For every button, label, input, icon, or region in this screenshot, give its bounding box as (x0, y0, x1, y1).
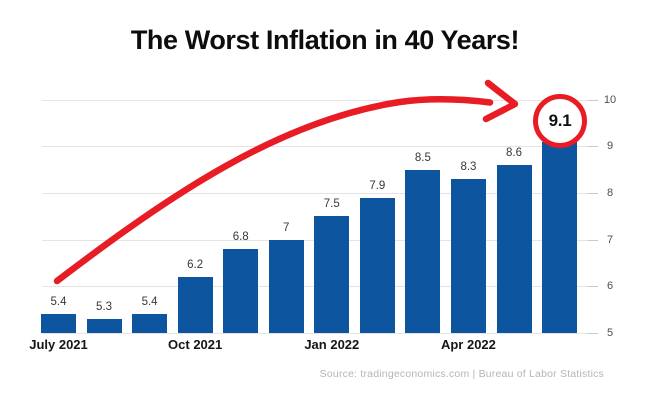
bar-month-2 (86, 319, 122, 333)
bar-month-11 (496, 165, 532, 333)
x-axis-label: July 2021 (29, 337, 88, 352)
bar-value-label: 8.6 (506, 147, 522, 160)
bar-month-6 (268, 239, 304, 333)
bar-Apr 2022 (450, 179, 486, 333)
bar-month-9 (405, 169, 441, 333)
y-axis-label-7: 7 (606, 233, 614, 246)
bar-value-label: 7 (283, 221, 290, 234)
bar-Jan 2022 (314, 216, 350, 333)
bar-value-label: 7.9 (369, 179, 386, 192)
bar-value-label: 8.5 (414, 151, 431, 164)
axis-tick-y8 (588, 193, 598, 195)
highlight-circle: 9.1 (533, 94, 587, 148)
x-axis-label: Oct 2021 (168, 337, 223, 352)
y-axis-label-5: 5 (606, 327, 614, 339)
bar-value-label: 7.5 (323, 198, 340, 211)
axis-tick-y10 (588, 99, 598, 101)
bar-month-3 (132, 314, 168, 333)
bar-value-label: 6.8 (232, 231, 249, 243)
y-axis-label-6: 6 (606, 280, 614, 293)
bar-Oct 2021 (177, 277, 213, 333)
bar-value-label: 5.3 (96, 301, 113, 313)
x-axis-label: Jan 2022 (304, 337, 360, 352)
page-title: The Worst Inflation in 40 Years! (130, 25, 520, 55)
highlight-value: 9.1 (548, 111, 572, 130)
bar-value-label: 8.3 (460, 161, 477, 174)
bar-July 2021 (41, 314, 76, 333)
axis-tick-y7 (588, 239, 598, 241)
axis-tick-y9 (588, 146, 598, 148)
bar-value-label: 5.4 (141, 296, 158, 309)
x-axis-label: Apr 2022 (440, 337, 496, 352)
source-attribution: Source: tradingeconomics.com | Bureau of… (319, 368, 604, 380)
gridline-y10 (42, 99, 598, 101)
bar-month-8 (359, 197, 395, 333)
axis-tick-y5 (588, 333, 598, 334)
y-axis-label-9: 9 (606, 140, 614, 153)
y-axis-label-8: 8 (606, 187, 614, 200)
y-axis-label-10: 10 (603, 93, 617, 106)
gridline-y5 (42, 333, 598, 334)
axis-tick-y6 (588, 286, 598, 288)
bar-month-12 (542, 141, 578, 333)
bar-value-label: 6.2 (187, 259, 204, 271)
bar-month-5 (223, 249, 259, 333)
bar-value-label: 5.4 (50, 296, 67, 309)
